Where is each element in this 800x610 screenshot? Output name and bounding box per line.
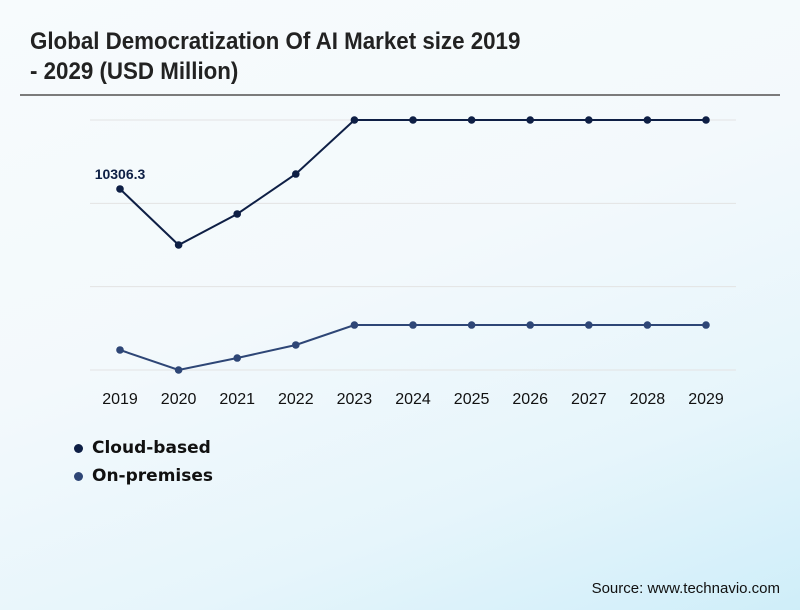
title-divider	[20, 94, 780, 96]
data-point	[233, 354, 241, 362]
legend-item-cloud-based[interactable]: Cloud-based	[74, 434, 213, 462]
x-tick-label: 2029	[688, 391, 724, 408]
data-point	[585, 321, 593, 329]
x-tick-label: 2028	[630, 391, 666, 408]
source-credit: Source: www.technavio.com	[591, 580, 780, 597]
x-tick-label: 2021	[219, 391, 255, 408]
data-point	[643, 321, 652, 329]
data-point	[409, 321, 417, 329]
data-point	[467, 116, 476, 124]
x-tick-label: 2024	[395, 391, 431, 408]
data-point	[292, 341, 300, 349]
data-point	[233, 210, 241, 218]
legend-item-on-premises[interactable]: On-premises	[74, 462, 213, 490]
data-point	[116, 346, 124, 354]
x-tick-label: 2023	[337, 391, 373, 408]
data-point	[350, 321, 359, 329]
title-line-2: - 2029 (USD Million)	[30, 58, 239, 85]
data-labels: 10306.3	[95, 166, 146, 182]
legend: Cloud-based On-premises	[74, 434, 213, 490]
data-label: 10306.3	[95, 166, 146, 182]
x-tick-label: 2019	[102, 391, 138, 408]
legend-label: Cloud-based	[92, 438, 211, 458]
legend-marker-icon	[74, 471, 83, 481]
data-point	[116, 185, 124, 193]
x-tick-label: 2026	[512, 391, 548, 408]
data-point	[292, 170, 300, 178]
data-point	[585, 116, 593, 124]
series-lines	[119, 119, 706, 372]
x-axis-ticks: 2019 2020 2021 2022 2023 2024 2025 2026 2027 2028…	[102, 391, 724, 408]
data-point	[643, 116, 652, 124]
data-point	[702, 321, 710, 329]
gridlines	[90, 119, 736, 371]
series-line-on-premises	[119, 324, 706, 372]
title-line-1: Global Democratization Of AI Market size…	[30, 28, 521, 55]
data-point	[409, 116, 417, 124]
legend-label: On-premises	[92, 466, 214, 486]
x-tick-label: 2025	[454, 391, 490, 408]
data-point	[174, 366, 183, 374]
data-point	[467, 321, 476, 329]
data-point	[526, 321, 534, 329]
data-point	[350, 116, 359, 124]
data-point	[174, 241, 183, 249]
x-tick-label: 2027	[571, 391, 607, 408]
x-tick-label: 2022	[278, 391, 314, 408]
data-point	[702, 116, 710, 124]
chart-title: Global Democratization Of AI Market size…	[30, 27, 681, 87]
legend-marker-icon	[74, 443, 83, 453]
data-point	[526, 116, 534, 124]
series-line-cloud-based	[119, 119, 706, 247]
series-points	[116, 116, 710, 374]
x-tick-label: 2020	[161, 391, 197, 408]
